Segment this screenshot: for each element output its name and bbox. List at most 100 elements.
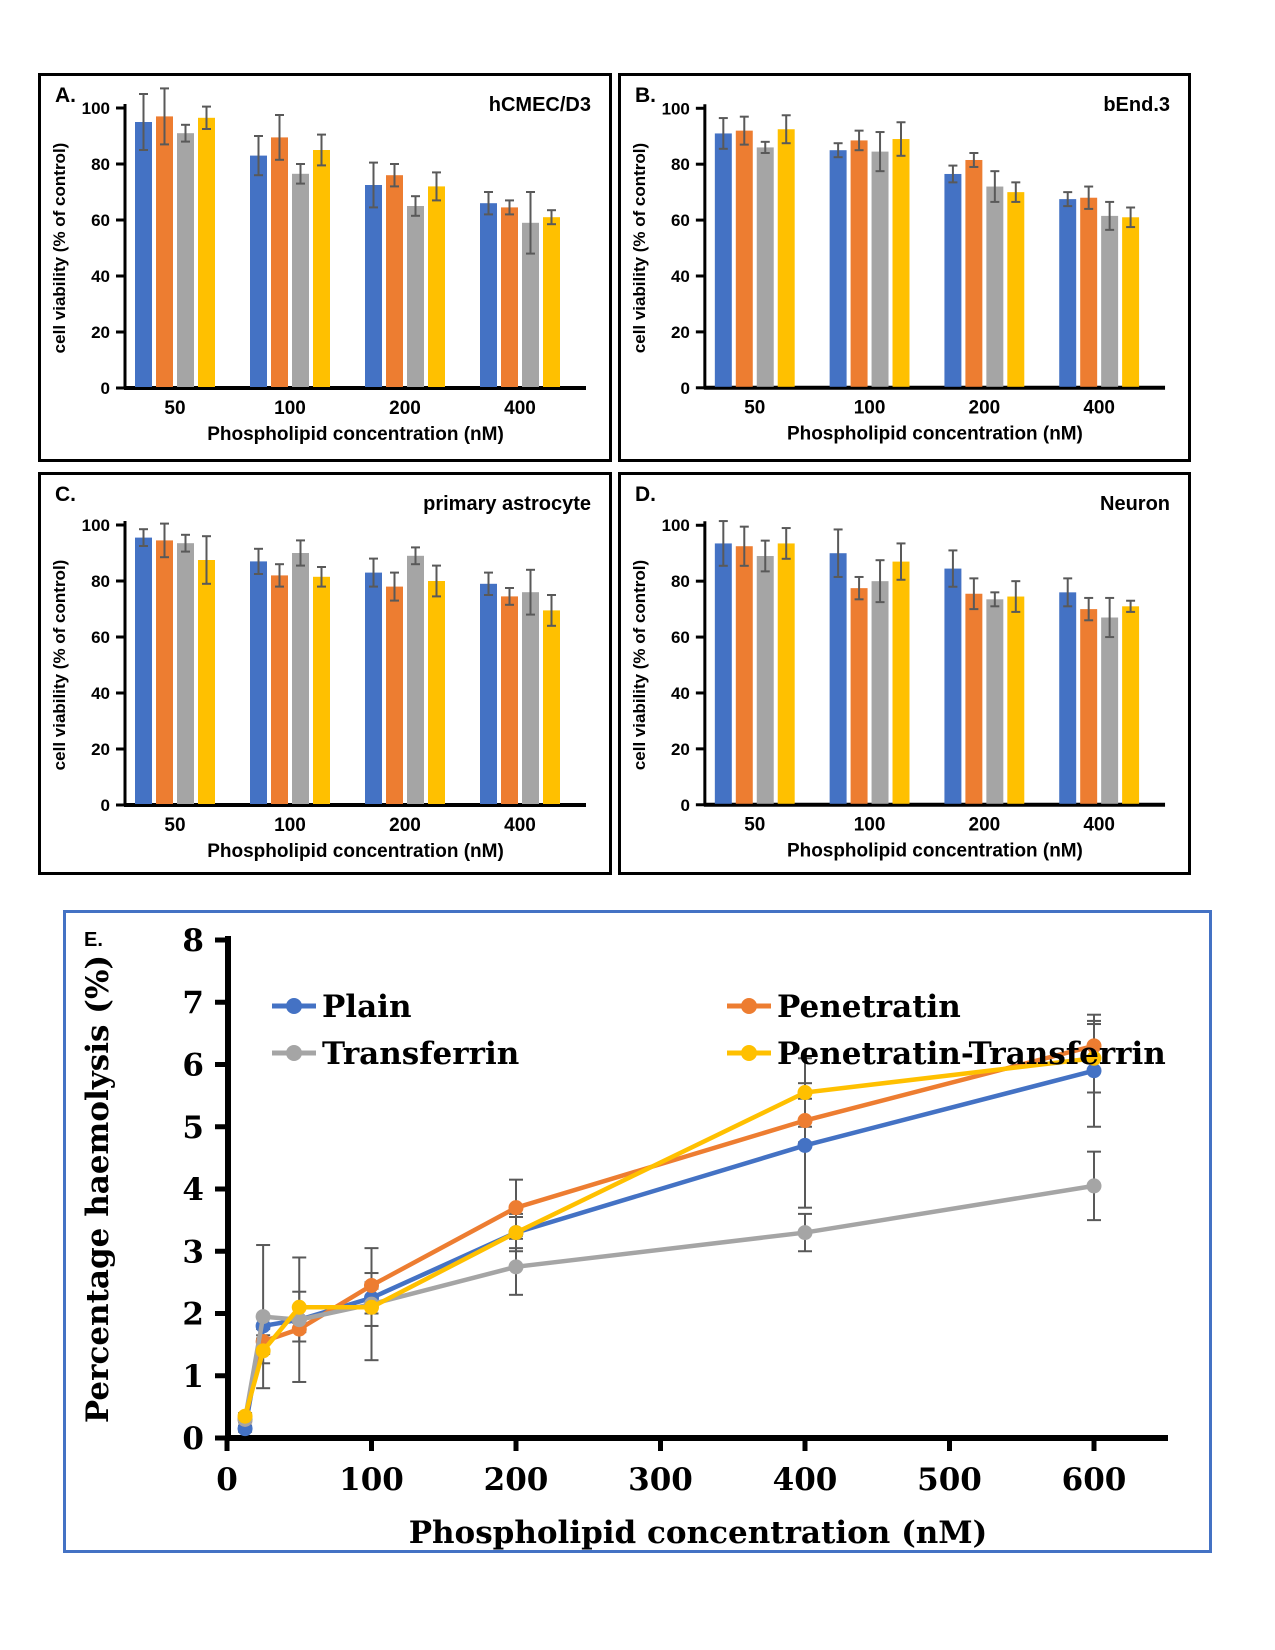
x-category-label: 100 (274, 815, 306, 836)
y-tick-label: 60 (91, 211, 110, 230)
x-tick-label: 200 (484, 1462, 549, 1498)
x-category-label: 200 (969, 398, 1001, 419)
bar-orange-400 (501, 596, 518, 804)
x-category-label: 200 (389, 398, 421, 419)
bar-orange-50 (735, 546, 753, 804)
panel-e-letter: E. (84, 929, 103, 951)
marker-Penetratin (1086, 1038, 1102, 1054)
y-tick-label: 40 (671, 684, 690, 703)
y-tick-label: 8 (182, 923, 204, 959)
y-tick-label: 20 (671, 740, 690, 759)
y-tick-label: 2 (182, 1297, 204, 1333)
bar-gray-100 (292, 173, 309, 387)
legend-marker-Transferrin (286, 1045, 302, 1061)
bar-orange-100 (271, 575, 288, 804)
x-axis-title: Phospholipid concentration (nM) (207, 424, 504, 445)
bar-orange-400 (1080, 197, 1098, 387)
x-category-label: 50 (744, 398, 765, 419)
y-tick-label: 4 (182, 1172, 204, 1208)
panel-d-viability-neuron: D. Neuron 0 20 40 60 80 100 50 100 200 400 Phospho… (618, 472, 1191, 875)
marker-Transferrin (508, 1259, 524, 1275)
x-category-label: 400 (504, 815, 536, 836)
legend-label-Penetratin: Penetratin (777, 989, 961, 1025)
panel-a-letter: A. (55, 84, 76, 107)
panel-b-viability-bend3: B. bEnd.3 0 20 40 60 80 100 50 100 200 400 Phospho… (618, 73, 1191, 462)
bar-yellow-50 (198, 560, 215, 804)
bar-blue-100 (250, 561, 267, 804)
bar-orange-100 (850, 588, 868, 804)
y-tick-label: 5 (182, 1110, 204, 1146)
bar-yellow-100 (892, 561, 910, 804)
bar-gray-200 (986, 186, 1004, 387)
y-tick-label: 0 (101, 379, 110, 398)
bar-gray-400 (1101, 617, 1119, 804)
x-category-label: 100 (854, 398, 886, 419)
y-tick-label: 3 (182, 1234, 204, 1270)
y-tick-label: 80 (671, 155, 690, 174)
x-category-label: 50 (744, 815, 765, 836)
y-tick-label: 60 (671, 211, 690, 230)
y-tick-label: 100 (662, 516, 690, 535)
y-tick-label: 0 (101, 796, 110, 815)
bar-orange-200 (386, 175, 403, 387)
x-category-label: 200 (389, 815, 421, 836)
bar-gray-50 (177, 133, 194, 387)
y-tick-label: 100 (82, 516, 110, 535)
bar-blue-200 (365, 185, 382, 387)
bar-gray-200 (407, 555, 424, 804)
y-tick-label: 0 (680, 796, 689, 815)
panel-d-letter: D. (635, 483, 656, 506)
x-category-label: 200 (969, 815, 1001, 836)
y-tick-label: 100 (662, 99, 690, 118)
marker-Penetratin-Transferrin (508, 1225, 524, 1241)
bar-orange-50 (156, 116, 173, 388)
y-tick-label: 60 (671, 628, 690, 647)
x-axis-title: Phospholipid concentration (nM) (787, 841, 1083, 862)
bar-blue-400 (480, 203, 497, 387)
bar-gray-100 (871, 581, 889, 804)
legend-label-Penetratin-Transferrin: Penetratin-Transferrin (777, 1036, 1166, 1072)
y-tick-label: 60 (91, 628, 110, 647)
x-category-label: 50 (164, 815, 185, 836)
marker-Penetratin (508, 1200, 524, 1216)
x-category-label: 400 (504, 398, 536, 419)
marker-Penetratin-Transferrin (1086, 1050, 1102, 1066)
panel-b-title: bEnd.3 (1103, 94, 1170, 116)
y-axis-title: cell viability (% of control) (50, 560, 69, 771)
x-axis-title: Phospholipid concentration (nM) (207, 841, 504, 862)
bar-gray-200 (986, 599, 1004, 804)
bar-orange-200 (965, 593, 983, 804)
y-axis-title: cell viability (% of control) (50, 143, 69, 354)
x-tick-label: 400 (773, 1462, 838, 1498)
bar-yellow-100 (313, 576, 330, 804)
bar-gray-400 (522, 222, 539, 387)
panel-b-letter: B. (635, 84, 656, 107)
y-tick-label: 40 (91, 267, 110, 286)
y-tick-label: 80 (91, 155, 110, 174)
panel-c-title: primary astrocyte (423, 493, 591, 515)
x-tick-label: 600 (1062, 1462, 1127, 1498)
bar-blue-50 (714, 543, 732, 804)
bar-orange-100 (271, 137, 288, 387)
bar-gray-50 (756, 556, 774, 804)
marker-Transferrin (797, 1225, 813, 1241)
bar-blue-100 (829, 150, 847, 387)
bar-orange-400 (1080, 609, 1098, 804)
bar-blue-50 (714, 133, 732, 387)
marker-Penetratin-Transferrin (797, 1085, 813, 1101)
y-tick-label: 1 (182, 1359, 204, 1395)
legend-marker-Penetratin (741, 998, 757, 1014)
marker-Transferrin (291, 1312, 307, 1328)
marker-Penetratin-Transferrin (364, 1299, 379, 1315)
x-tick-label: 100 (339, 1462, 404, 1498)
x-category-label: 400 (1083, 398, 1115, 419)
marker-Penetratin-Transferrin (255, 1343, 271, 1359)
marker-Penetratin (364, 1277, 379, 1293)
bar-blue-50 (135, 122, 152, 387)
bar-blue-400 (480, 583, 497, 804)
marker-Transferrin (1086, 1178, 1102, 1194)
y-tick-label: 0 (182, 1421, 204, 1457)
